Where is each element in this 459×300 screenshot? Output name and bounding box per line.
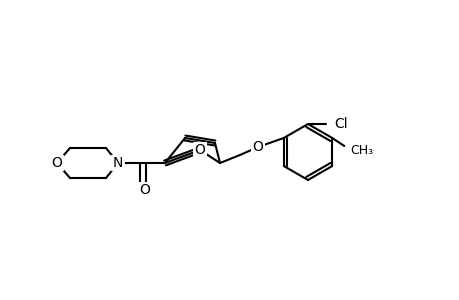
Text: O: O xyxy=(194,143,205,157)
Text: Cl: Cl xyxy=(333,117,347,131)
Text: O: O xyxy=(252,140,263,154)
Text: N: N xyxy=(112,156,123,170)
Text: O: O xyxy=(139,183,150,197)
Text: O: O xyxy=(51,156,62,170)
Text: CH₃: CH₃ xyxy=(349,145,373,158)
